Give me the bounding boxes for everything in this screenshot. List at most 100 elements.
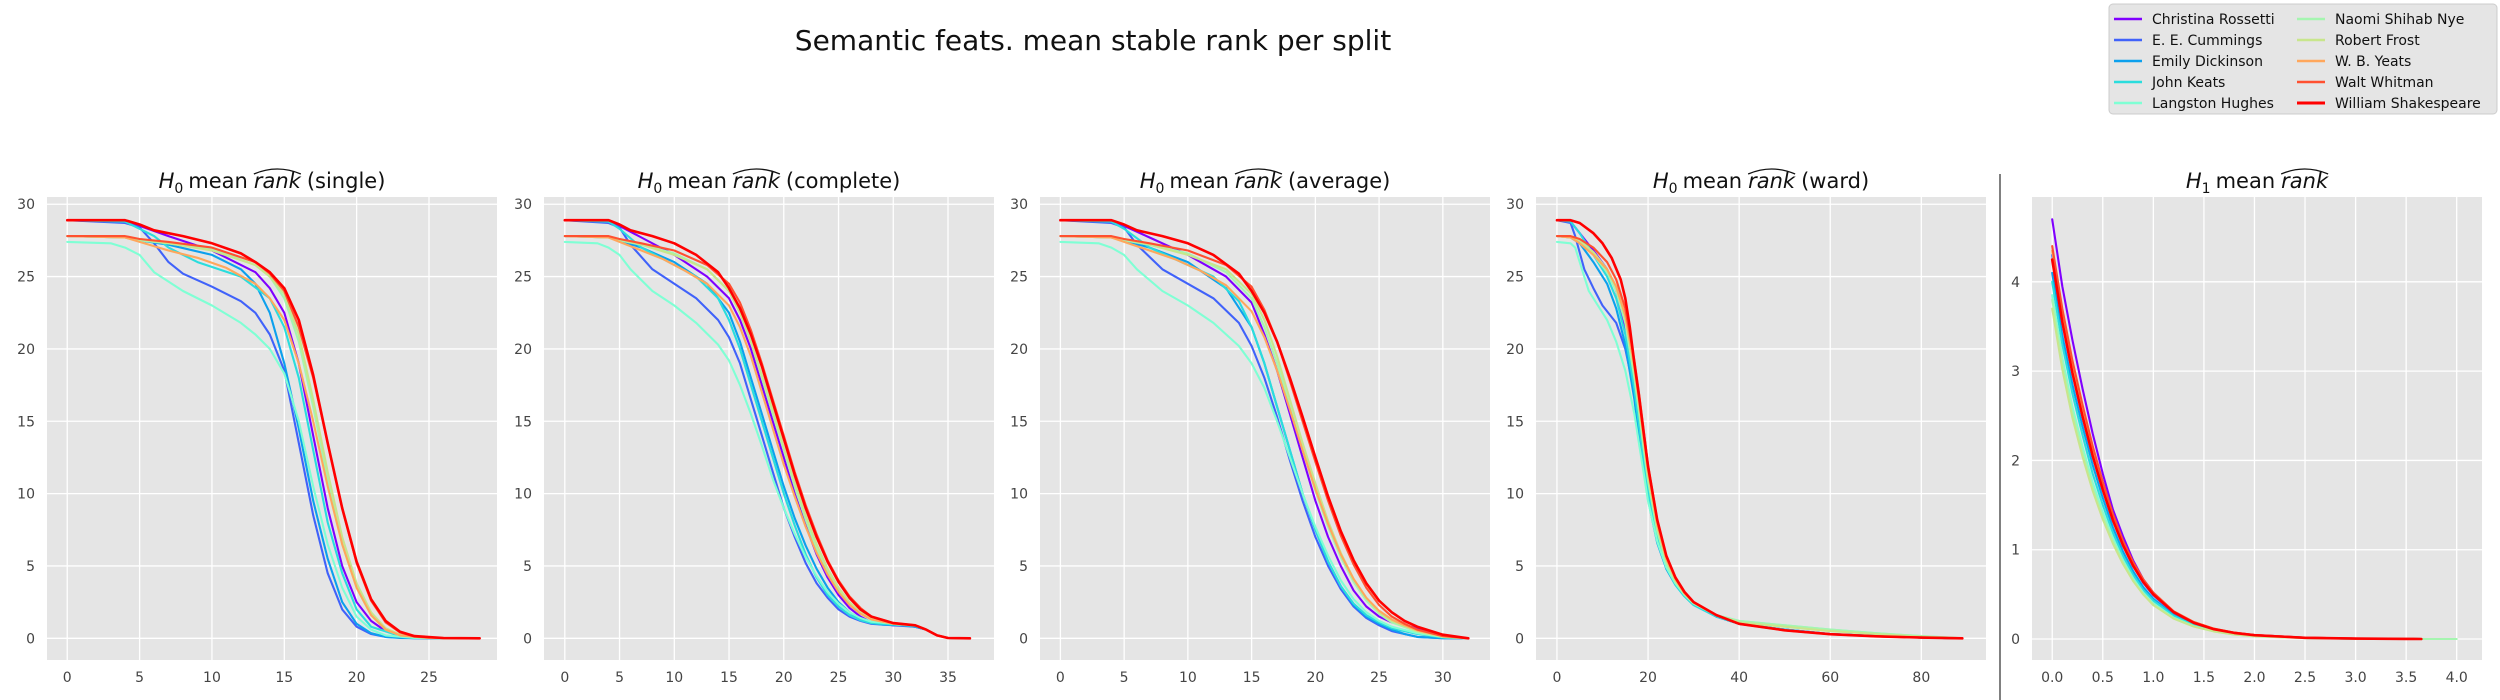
legend-label-langston-hughes: Langston Hughes xyxy=(2152,96,2274,112)
series-line-langston-hughes xyxy=(1059,240,1470,640)
y-tick-label: 25 xyxy=(514,270,532,286)
series-line-emily-dickinson xyxy=(66,235,481,640)
x-tick-label: 15 xyxy=(275,670,293,686)
x-tick-label: 3.0 xyxy=(2344,670,2366,686)
title-hat-accent xyxy=(253,168,302,175)
y-tick-label: 30 xyxy=(17,197,35,213)
y-tick-label: 0 xyxy=(1019,631,1028,647)
x-tick-label: 1.0 xyxy=(2142,670,2164,686)
x-tick-label: 20 xyxy=(775,670,793,686)
y-tick-label: 20 xyxy=(1506,342,1524,358)
y-tick-label: 5 xyxy=(26,559,35,575)
y-tick-label: 15 xyxy=(1506,414,1524,430)
plot-area xyxy=(544,197,994,660)
series-line-william-shakespeare xyxy=(2050,258,2423,641)
title-subscript: 1 xyxy=(2202,181,2211,197)
x-tick-label: 25 xyxy=(420,670,438,686)
x-tick-label: 20 xyxy=(1306,670,1324,686)
series-line-w-b-yeats xyxy=(66,235,481,640)
x-tick-label: 1.5 xyxy=(2193,670,2215,686)
y-tick-label: 15 xyxy=(1010,414,1028,430)
x-tick-label: 0 xyxy=(560,670,569,686)
series-line-walt-whitman xyxy=(1059,235,1470,640)
y-tick-label: 0 xyxy=(523,631,532,647)
x-tick-label: 0.0 xyxy=(2041,670,2063,686)
y-tick-label: 20 xyxy=(514,342,532,358)
x-tick-label: 0 xyxy=(63,670,72,686)
title-subscript: 0 xyxy=(653,181,662,197)
panel-title: H1 mean rank xyxy=(2186,169,2329,197)
y-tick-label: 0 xyxy=(2011,632,2020,648)
title-mean: mean xyxy=(2216,169,2276,193)
series-line-langston-hughes xyxy=(66,240,481,640)
x-tick-label: 5 xyxy=(135,670,144,686)
y-tick-label: 15 xyxy=(17,414,35,430)
plot-area xyxy=(1040,197,1490,660)
title-subscript: 0 xyxy=(174,181,183,197)
x-tick-label: 3.5 xyxy=(2395,670,2417,686)
legend-label-naomi-shihab-nye: Naomi Shihab Nye xyxy=(2335,12,2464,28)
y-tick-label: 2 xyxy=(2011,453,2020,469)
title-suffix: (average) xyxy=(1288,169,1390,193)
title-h-symbol: H xyxy=(2186,169,2202,193)
legend-label-christina-rossetti: Christina Rossetti xyxy=(2152,12,2275,28)
panel-title: H0 mean rank (single) xyxy=(159,169,386,197)
title-hat-accent xyxy=(732,168,781,175)
x-tick-label: 60 xyxy=(1821,670,1839,686)
x-tick-label: 30 xyxy=(1434,670,1452,686)
x-tick-label: 20 xyxy=(348,670,366,686)
title-suffix: (complete) xyxy=(786,169,900,193)
series-line-robert-frost xyxy=(1059,235,1470,640)
y-tick-label: 25 xyxy=(1010,270,1028,286)
y-tick-label: 5 xyxy=(523,559,532,575)
title-subscript: 0 xyxy=(1155,181,1164,197)
y-tick-label: 3 xyxy=(2011,364,2020,380)
title-rank: rank xyxy=(2281,169,2329,193)
title-suffix: (ward) xyxy=(1801,169,1869,193)
x-tick-label: 10 xyxy=(203,670,221,686)
title-rank: rank xyxy=(1235,169,1283,193)
legend: Christina Rossetti E. E. Cummings Emily Di… xyxy=(2108,3,2498,115)
title-mean: mean xyxy=(667,169,727,193)
legend-label-robert-frost: Robert Frost xyxy=(2335,33,2420,49)
series-line-john-keats xyxy=(66,219,481,640)
x-tick-label: 30 xyxy=(884,670,902,686)
y-tick-label: 4 xyxy=(2011,275,2020,291)
panel-title: H0 mean rank (average) xyxy=(1140,169,1391,197)
title-h-symbol: H xyxy=(1653,169,1669,193)
title-mean: mean xyxy=(188,169,248,193)
legend-label-emily-dickinson: Emily Dickinson xyxy=(2152,54,2263,70)
title-rank: rank xyxy=(1748,169,1796,193)
legend-box xyxy=(2108,3,2498,115)
x-tick-label: 80 xyxy=(1912,670,1930,686)
title-subscript: 0 xyxy=(1669,181,1678,197)
legend-label-john-keats: John Keats xyxy=(2151,75,2225,91)
title-hat-accent xyxy=(1747,168,1796,175)
y-tick-label: 10 xyxy=(514,487,532,503)
y-tick-label: 30 xyxy=(1010,197,1028,213)
series-line-william-shakespeare xyxy=(1555,218,1964,640)
series-line-william-shakespeare xyxy=(66,218,481,640)
y-tick-label: 30 xyxy=(1506,197,1524,213)
title-h-symbol: H xyxy=(1140,169,1156,193)
title-hat-accent xyxy=(1234,168,1283,175)
y-tick-label: 5 xyxy=(1019,559,1028,575)
panel-title: H0 mean rank (ward) xyxy=(1653,169,1869,197)
x-tick-label: 25 xyxy=(830,670,848,686)
panel-title: H0 mean rank (complete) xyxy=(638,169,901,197)
y-tick-label: 15 xyxy=(514,414,532,430)
x-tick-label: 5 xyxy=(1120,670,1129,686)
y-tick-label: 1 xyxy=(2011,543,2020,559)
x-tick-label: 20 xyxy=(1639,670,1657,686)
x-tick-label: 15 xyxy=(1243,670,1261,686)
x-tick-label: 10 xyxy=(1179,670,1197,686)
y-tick-label: 25 xyxy=(17,270,35,286)
plot-area xyxy=(1536,197,1986,660)
